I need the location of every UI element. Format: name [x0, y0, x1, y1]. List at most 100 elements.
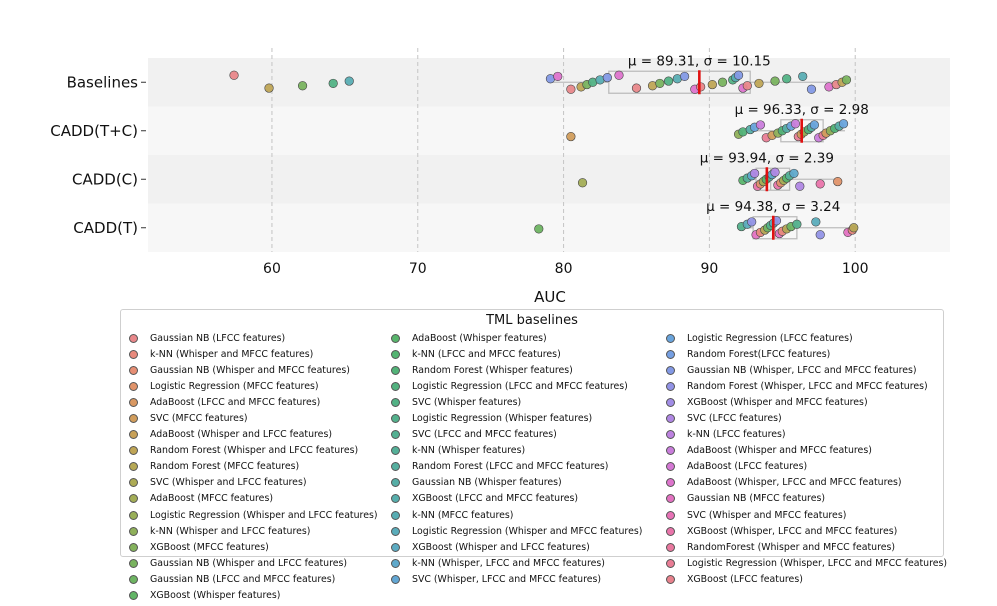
legend-swatch	[129, 510, 138, 520]
legend-swatch	[129, 414, 138, 424]
legend-column: Logistic Regression (LFCC features) Rando…	[666, 330, 947, 588]
data-point	[229, 70, 239, 80]
legend-item: SVC (MFCC features)	[129, 410, 378, 426]
data-point	[770, 76, 780, 86]
legend-label: Gaussian NB (Whisper, LFCC and MFCC feat…	[687, 364, 917, 376]
legend-item: Random Forest(LFCC features)	[666, 346, 947, 362]
legend-swatch	[129, 542, 138, 552]
legend-label: RandomForest (Whisper and MFCC features)	[687, 541, 896, 553]
legend-label: SVC (Whisper, LFCC and MFCC features)	[412, 573, 602, 585]
legend-item: Logistic Regression (LFCC features)	[666, 330, 947, 346]
legend-label: SVC (LFCC features)	[687, 413, 782, 425]
legend-label: k-NN (MFCC features)	[412, 509, 514, 521]
legend-item: Gaussian NB (Whisper and MFCC features)	[129, 362, 378, 378]
legend-item: AdaBoost (Whisper and MFCC features)	[666, 443, 947, 459]
data-point	[841, 75, 852, 85]
legend-swatch	[666, 510, 675, 520]
legend-label: AdaBoost (LFCC and MFCC features)	[150, 396, 321, 408]
legend-item: SVC (Whisper and LFCC features)	[129, 475, 378, 491]
legend-label: Logistic Regression (LFCC features)	[687, 332, 853, 344]
legend-swatch	[129, 381, 138, 391]
legend-label: Random Forest (Whisper features)	[412, 364, 573, 376]
legend-item: Random Forest (LFCC and MFCC features)	[391, 459, 642, 475]
legend: TML baselines Gaussian NB (LFCC features…	[120, 309, 947, 601]
legend-swatch	[666, 430, 675, 440]
legend-label: Random Forest (Whisper, LFCC and MFCC fe…	[687, 380, 928, 392]
legend-swatch	[391, 333, 400, 343]
legend-label: AdaBoost (Whisper, LFCC and MFCC feature…	[687, 477, 902, 489]
legend-item: Logistic Regression (Whisper and MFCC fe…	[391, 523, 642, 539]
data-point	[297, 81, 308, 91]
legend-swatch	[129, 558, 138, 568]
legend-label: XGBoost (Whisper features)	[150, 590, 281, 602]
legend-label: XGBoost (MFCC features)	[150, 541, 269, 553]
y-tick-labels: Baselines CADD(T+C) CADD(C) CADD(T)	[50, 73, 146, 237]
legend-label: k-NN (Whisper features)	[412, 445, 526, 457]
legend-label: k-NN (LFCC features)	[687, 429, 786, 441]
legend-item: Logistic Regression (MFCC features)	[129, 378, 378, 394]
data-point	[809, 120, 819, 130]
legend-item: k-NN (Whisper and LFCC features)	[129, 523, 378, 539]
legend-swatch	[391, 381, 400, 391]
legend-label: XGBoost (LFCC features)	[687, 573, 803, 585]
legend-swatch	[391, 414, 400, 424]
legend-swatch	[129, 365, 138, 375]
data-point	[717, 77, 728, 87]
auc-strip-chart: μ = 89.31, σ = 10.15 μ = 96.33, σ = 2.98 μ…	[50, 48, 950, 306]
legend-item: k-NN (LFCC and MFCC features)	[391, 346, 642, 362]
data-point	[534, 224, 544, 234]
legend-item: k-NN (LFCC features)	[666, 427, 947, 443]
legend-item: XGBoost (MFCC features)	[129, 539, 378, 555]
legend-swatch	[666, 526, 675, 536]
data-point	[577, 178, 588, 188]
x-tick-label: 100	[842, 261, 869, 277]
annotations: μ = 89.31, σ = 10.15 μ = 96.33, σ = 2.98 μ…	[628, 53, 869, 215]
legend-item: AdaBoost (MFCC features)	[129, 491, 378, 507]
legend-label: XGBoost (LFCC and MFCC features)	[412, 493, 579, 505]
legend-label: k-NN (Whisper, LFCC and MFCC features)	[412, 557, 605, 569]
legend-item: Gaussian NB (LFCC features)	[129, 330, 378, 346]
legend-swatch	[129, 526, 138, 536]
legend-item: Logistic Regression (Whisper, LFCC and M…	[666, 555, 947, 571]
legend-label: Random Forest (LFCC and MFCC features)	[412, 461, 609, 473]
stats-annotation: μ = 94.38, σ = 3.24	[706, 199, 840, 215]
legend-label: Logistic Regression (LFCC and MFCC featu…	[412, 380, 628, 392]
legend-label: Gaussian NB (MFCC features)	[687, 493, 826, 505]
legend-swatch	[666, 558, 675, 568]
legend-item: SVC (LFCC features)	[666, 410, 947, 426]
legend-item: Gaussian NB (Whisper features)	[391, 475, 642, 491]
data-point	[614, 70, 624, 80]
data-point	[782, 74, 792, 84]
legend-item: XGBoost (Whisper features)	[129, 588, 378, 604]
legend-swatch	[129, 591, 138, 601]
legend-swatch	[129, 430, 138, 440]
data-point	[770, 167, 780, 177]
legend-swatch	[391, 430, 400, 440]
legend-swatch	[666, 542, 675, 552]
legend-label: AdaBoost (LFCC features)	[687, 461, 808, 473]
legend-item: AdaBoost (Whisper, LFCC and MFCC feature…	[666, 475, 947, 491]
legend-swatch	[666, 381, 675, 391]
legend-swatch	[666, 349, 675, 359]
legend-item: Random Forest (Whisper features)	[391, 362, 642, 378]
legend-item: XGBoost (LFCC and MFCC features)	[391, 491, 642, 507]
legend-label: SVC (Whisper and MFCC features)	[687, 509, 847, 521]
row-band	[148, 106, 950, 155]
stats-annotation: μ = 93.94, σ = 2.39	[700, 150, 834, 166]
legend-item: Gaussian NB (Whisper, LFCC and MFCC feat…	[666, 362, 947, 378]
legend-label: Gaussian NB (Whisper and LFCC features)	[150, 557, 348, 569]
legend-label: Gaussian NB (Whisper features)	[412, 477, 562, 489]
legend-swatch	[391, 558, 400, 568]
x-tick-label: 80	[555, 261, 573, 277]
legend-item: SVC (LFCC and MFCC features)	[391, 427, 642, 443]
legend-swatch	[391, 574, 400, 584]
x-tick-label: 70	[409, 261, 427, 277]
legend-item: XGBoost (Whisper and LFCC features)	[391, 539, 642, 555]
legend-label: AdaBoost (MFCC features)	[150, 493, 273, 505]
legend-item: SVC (Whisper, LFCC and MFCC features)	[391, 571, 642, 587]
legend-label: XGBoost (Whisper and LFCC features)	[412, 541, 590, 553]
legend-label: AdaBoost (Whisper features)	[412, 332, 547, 344]
legend-label: Logistic Regression (Whisper and LFCC fe…	[150, 509, 378, 521]
data-point	[849, 223, 859, 233]
data-point	[663, 76, 674, 86]
